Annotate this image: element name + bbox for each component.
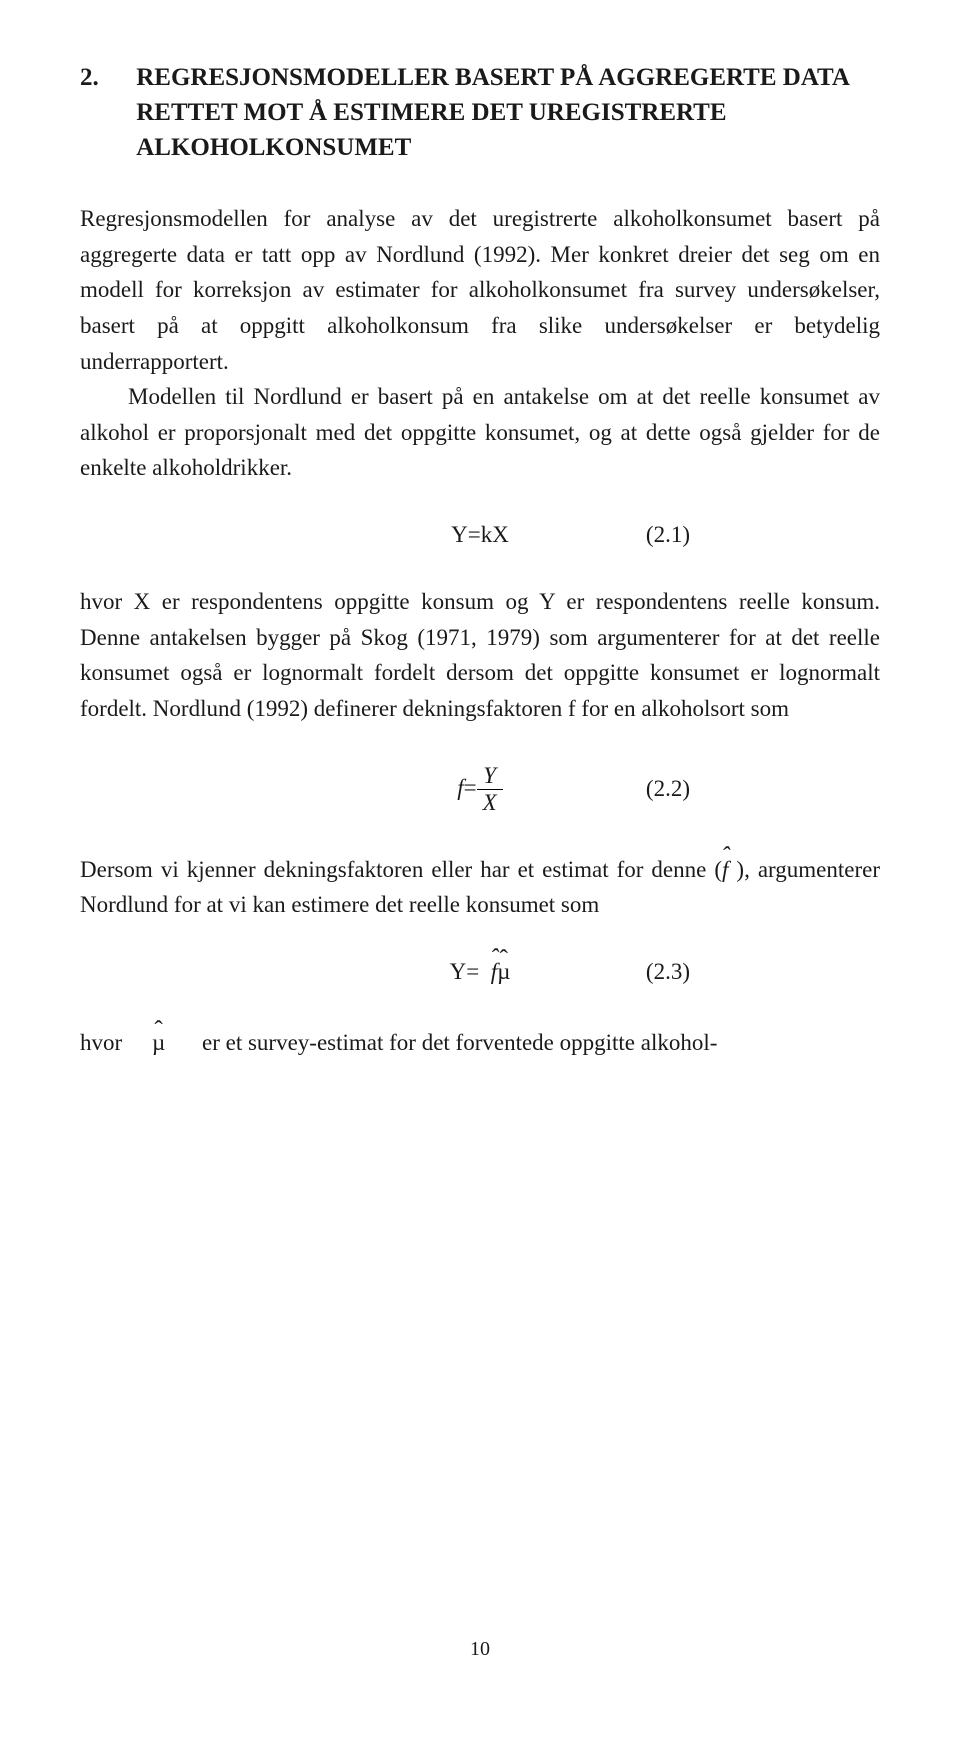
fraction-numerator: Y xyxy=(477,763,503,790)
fraction: Y X xyxy=(477,763,503,816)
eq-lhs: Y= xyxy=(450,959,485,984)
fraction-denominator: X xyxy=(477,790,503,816)
heading-number: 2. xyxy=(80,60,130,95)
paragraph-3: Dersom vi kjenner dekningsfaktoren eller… xyxy=(80,852,880,923)
equation-2-2: f= Y X (2.2) xyxy=(80,763,880,816)
final-hvor: hvor xyxy=(80,1025,152,1061)
equation-2-1: Y=kX (2.1) xyxy=(80,522,880,548)
equation-expression: Y= fµ xyxy=(450,959,511,985)
paragraph-2: hvor X er respondentens oppgitte konsum … xyxy=(80,584,880,727)
f-hat-symbol: f xyxy=(722,852,728,888)
final-rest: er et survey-estimat for det forventede … xyxy=(202,1025,880,1061)
eq-equals: = xyxy=(464,774,477,799)
mu-hat-symbol: µ xyxy=(152,1025,202,1061)
para3-pre: Dersom vi kjenner dekningsfaktoren eller… xyxy=(80,857,722,882)
equation-expression: Y=kX xyxy=(451,522,509,548)
equation-2-3: Y= fµ (2.3) xyxy=(80,959,880,985)
mu-hat-symbol: µ xyxy=(497,959,510,985)
section-heading: 2. REGRESJONSMODELLER BASERT PÅ AGGREGER… xyxy=(80,60,880,165)
equation-expression: f= Y X xyxy=(457,763,502,816)
paragraph-1a: Regresjonsmodellen for analyse av det ur… xyxy=(80,201,880,379)
page-number: 10 xyxy=(470,1638,490,1661)
final-line: hvor µ er et survey-estimat for det forv… xyxy=(80,1025,880,1061)
paragraph-1b: Modellen til Nordlund er basert på en an… xyxy=(80,379,880,486)
equation-number: (2.1) xyxy=(646,522,690,548)
heading-title: REGRESJONSMODELLER BASERT PÅ AGGREGERTE … xyxy=(136,60,856,165)
equation-number: (2.2) xyxy=(646,776,690,802)
equation-number: (2.3) xyxy=(646,959,690,985)
